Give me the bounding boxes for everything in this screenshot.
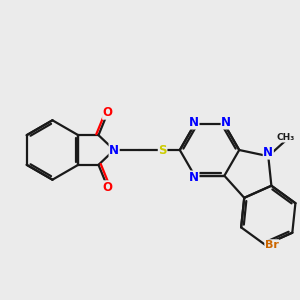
Text: O: O	[103, 181, 113, 194]
Text: Br: Br	[265, 240, 279, 250]
Text: N: N	[189, 116, 199, 129]
Text: N: N	[109, 143, 119, 157]
Text: N: N	[221, 116, 231, 129]
Text: N: N	[189, 171, 199, 184]
Text: CH₃: CH₃	[277, 133, 295, 142]
Text: S: S	[158, 143, 167, 157]
Text: N: N	[263, 146, 273, 159]
Text: O: O	[103, 106, 113, 119]
